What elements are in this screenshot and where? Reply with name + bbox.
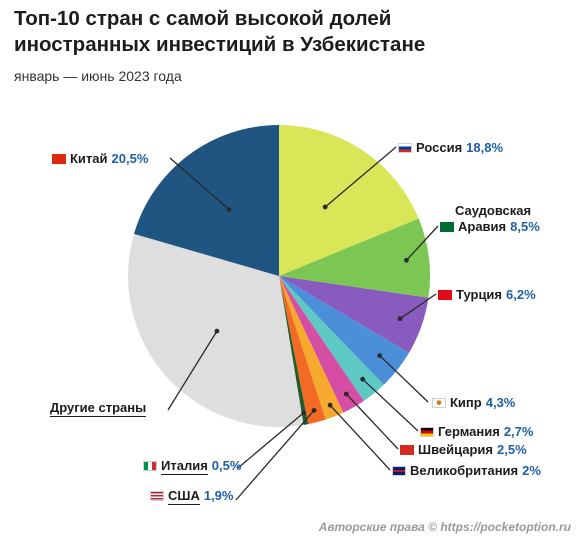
leader-line-2 [399,293,437,320]
label-switzerland-name: Швейцария [418,442,494,457]
label-turkey-value: 6,2% [506,287,536,302]
chart-title-line-2: иностранных инвестиций в Узбекистане [14,33,426,56]
flag-china-icon [52,154,66,164]
leader-line-6 [329,404,391,471]
pie-slice-6 [279,276,344,420]
flag-turkey-icon [438,290,452,300]
leader-line-1 [405,225,439,261]
leader-line-4 [362,378,419,432]
label-china: Китай 20,5% [52,151,148,167]
label-germany-value: 2,7% [503,424,534,439]
label-usa-name: США [168,488,200,505]
flag-germany-icon [420,427,434,437]
label-russia-value: 18,8% [466,140,504,155]
label-switzerland: Швейцария 2,5% [400,442,527,458]
leader-dot-1 [404,257,409,263]
leader-dot-0 [322,204,328,210]
leader-dot-8 [301,410,307,416]
pie-slice-4 [279,276,384,401]
leader-line-10 [169,157,230,211]
label-other-name: Другие страны [50,400,147,417]
flag-usa-icon [150,491,164,501]
flag-cyprus-icon [432,398,446,408]
label-russia-name: Россия [416,140,463,155]
flag-russia-icon [398,143,412,153]
leader-lines [167,146,439,501]
label-china-value: 20,5% [111,151,149,166]
flag-saudi-arabia-icon [440,222,454,232]
leader-line-5 [345,393,399,450]
label-cyprus-name: Кипр [450,395,482,410]
label-saudi-arabia-line1: Саудовская [455,203,532,218]
pie-slice-10 [134,125,279,276]
label-saudi-arabia: Аравия 8,5% [440,219,540,235]
flag-uk-icon [392,466,406,476]
chart-title-line-1: Топ-10 стран с самой высокой долей [14,7,392,30]
leader-dot-4 [360,376,366,382]
label-other: Другие страны [50,400,147,417]
label-saudi-arabia-name: Аравия [458,219,507,234]
label-usa-value: 1,9% [203,488,234,503]
leader-line-0 [324,146,397,208]
label-uk: Великобритания 2% [392,463,541,479]
copyright-footer: Авторские права © https://pocketoption.r… [318,520,571,534]
label-cyprus-value: 4,3% [485,395,516,410]
pie-slice-1 [279,218,431,298]
label-saudi-arabia-value: 8,5% [510,219,540,234]
leader-line-8 [237,412,305,469]
leader-dot-9 [214,328,220,334]
label-turkey: Турция 6,2% [438,287,536,303]
chart-title: Топ-10 стран с самой высокой долей иност… [14,6,574,58]
pie-slices [128,125,431,428]
label-china-name: Китай [70,151,108,166]
leader-dot-2 [397,316,403,322]
label-italy-value: 0,5% [211,458,242,473]
pie-slice-7 [279,276,326,425]
label-switzerland-value: 2,5% [497,442,527,457]
chart-subtitle: январь — июнь 2023 года [14,68,182,84]
label-cyprus: Кипр 4,3% [432,395,515,411]
leader-dot-7 [311,408,317,413]
label-germany: Германия 2,7% [420,424,533,440]
pie-slice-0 [279,125,419,276]
label-germany-name: Германия [438,424,500,439]
label-uk-value: 2% [522,463,541,478]
label-russia: Россия 18,8% [398,140,503,156]
leader-line-3 [379,355,429,403]
pie-slice-8 [279,276,309,425]
leader-dot-5 [343,391,349,397]
label-italy: Италия 0,5% [143,458,242,475]
pie-slice-5 [279,276,364,413]
flag-italy-icon [143,461,157,471]
flag-switzerland-icon [400,445,414,455]
leader-line-9 [167,330,218,411]
leader-dot-6 [327,402,333,408]
leader-line-7 [235,409,315,501]
label-italy-name: Италия [161,458,208,475]
label-turkey-name: Турция [456,287,503,302]
label-uk-name: Великобритания [410,463,519,478]
label-usa: США 1,9% [150,488,234,505]
pie-slice-3 [279,276,409,385]
leader-dot-3 [377,353,383,358]
leader-dot-10 [226,207,232,213]
pie-slice-2 [279,276,429,353]
